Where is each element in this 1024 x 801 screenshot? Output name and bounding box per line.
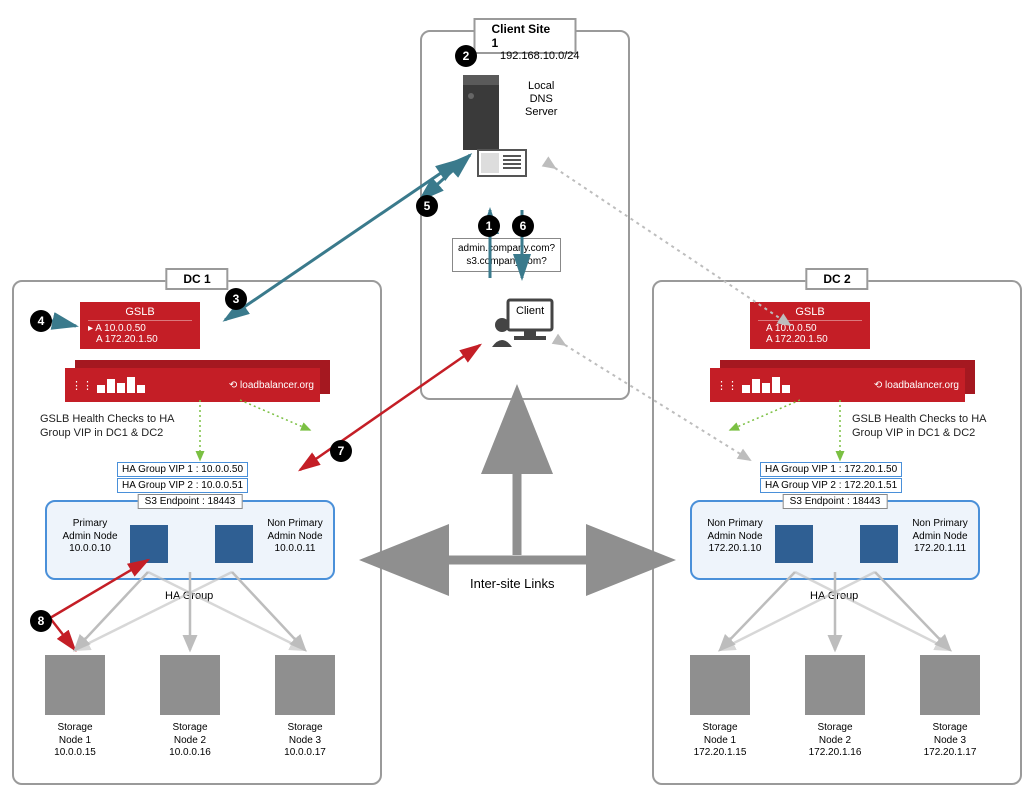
dc2-s3-label: S3 Endpoint : 18443	[783, 494, 888, 509]
badge-8: 8	[30, 610, 52, 632]
dc1-vip1: HA Group VIP 1 : 10.0.0.50	[117, 462, 248, 477]
dc1-gslb-a2: A 172.20.1.50	[88, 334, 192, 345]
dc2-title: DC 2	[805, 268, 868, 290]
dc2-gslb-a1: A 10.0.0.50	[758, 320, 862, 334]
dc1-s2-lbl: Storage Node 2 10.0.0.16	[150, 722, 230, 760]
dc1-s1-lbl: Storage Node 1 10.0.0.15	[35, 722, 115, 760]
badge-4: 4	[30, 310, 52, 332]
dc1-hagroup-label: HA Group	[165, 590, 213, 602]
dc1-node2-label: Non Primary Admin Node 10.0.0.11	[255, 518, 335, 556]
dc2-gslb-title: GSLB	[758, 306, 862, 318]
query-line-1: admin.company.com?	[458, 242, 555, 255]
dc2-node2-label: Non Primary Admin Node 172.20.1.11	[900, 518, 980, 556]
lb-blocks-icon	[97, 377, 145, 393]
dc1-storage1	[45, 655, 105, 715]
dc2-vip2: HA Group VIP 2 : 172.20.1.51	[760, 478, 902, 493]
badge-6: 6	[512, 215, 534, 237]
dc1-vip2: HA Group VIP 2 : 10.0.0.51	[117, 478, 248, 493]
dc2-node1-label: Non Primary Admin Node 172.20.1.10	[695, 518, 775, 556]
dc2-s2-lbl: Storage Node 2 172.20.1.16	[795, 722, 875, 760]
dns-label: Local DNS Server	[525, 80, 557, 120]
badge-7: 7	[330, 440, 352, 462]
dns-query-box: admin.company.com? s3.company.com?	[452, 238, 561, 272]
dc2-storage1	[690, 655, 750, 715]
dc2-gslb: GSLB A 10.0.0.50 A 172.20.1.50	[750, 302, 870, 349]
dc2-health-text: GSLB Health Checks to HA Group VIP in DC…	[852, 412, 987, 441]
dc1-gslb: GSLB ▸ A 10.0.0.50 A 172.20.1.50	[80, 302, 200, 349]
dc1-health-text: GSLB Health Checks to HA Group VIP in DC…	[40, 412, 175, 441]
dc1-s3-lbl: Storage Node 3 10.0.0.17	[265, 722, 345, 760]
dc2-node2	[860, 525, 898, 563]
client-figure: Client	[480, 295, 570, 358]
dc1-node2	[215, 525, 253, 563]
dc1-gslb-a1: ▸ A 10.0.0.50	[88, 320, 192, 334]
dc1-storage3	[275, 655, 335, 715]
dc2-s3-lbl: Storage Node 3 172.20.1.17	[910, 722, 990, 760]
query-line-2: s3.company.com?	[458, 255, 555, 268]
dc2-storage2	[805, 655, 865, 715]
client-label: Client	[516, 305, 544, 317]
dc1-gslb-title: GSLB	[88, 306, 192, 318]
dc2-vip1: HA Group VIP 1 : 172.20.1.50	[760, 462, 902, 477]
badge-2: 2	[455, 45, 477, 67]
dc2-storage3	[920, 655, 980, 715]
dc2-node1	[775, 525, 813, 563]
intersite-label: Inter-site Links	[470, 576, 555, 591]
dc2-s1-lbl: Storage Node 1 172.20.1.15	[680, 722, 760, 760]
dc2-hagroup-label: HA Group	[810, 590, 858, 602]
dc2-gslb-a2: A 172.20.1.50	[758, 334, 862, 345]
lb-blocks-icon	[742, 377, 790, 393]
dns-server-icon	[455, 75, 515, 170]
dc1-node1	[130, 525, 168, 563]
badge-3: 3	[225, 288, 247, 310]
dc1-lb-bar: ⋮⋮ ⟲ loadbalancer.org	[65, 368, 320, 402]
dc2-lb-bar: ⋮⋮ ⟲ loadbalancer.org	[710, 368, 965, 402]
dc1-s3-label: S3 Endpoint : 18443	[138, 494, 243, 509]
client-site-title: Client Site 1	[474, 18, 577, 54]
dc1-storage2	[160, 655, 220, 715]
badge-1: 1	[478, 215, 500, 237]
dc2-lb-brand: loadbalancer.org	[885, 380, 959, 391]
subnet-label: 192.168.10.0/24	[500, 50, 580, 62]
badge-5: 5	[416, 195, 438, 217]
dc1-title: DC 1	[165, 268, 228, 290]
dc1-node1-label: Primary Admin Node 10.0.0.10	[50, 518, 130, 556]
dc1-lb-brand: loadbalancer.org	[240, 380, 314, 391]
